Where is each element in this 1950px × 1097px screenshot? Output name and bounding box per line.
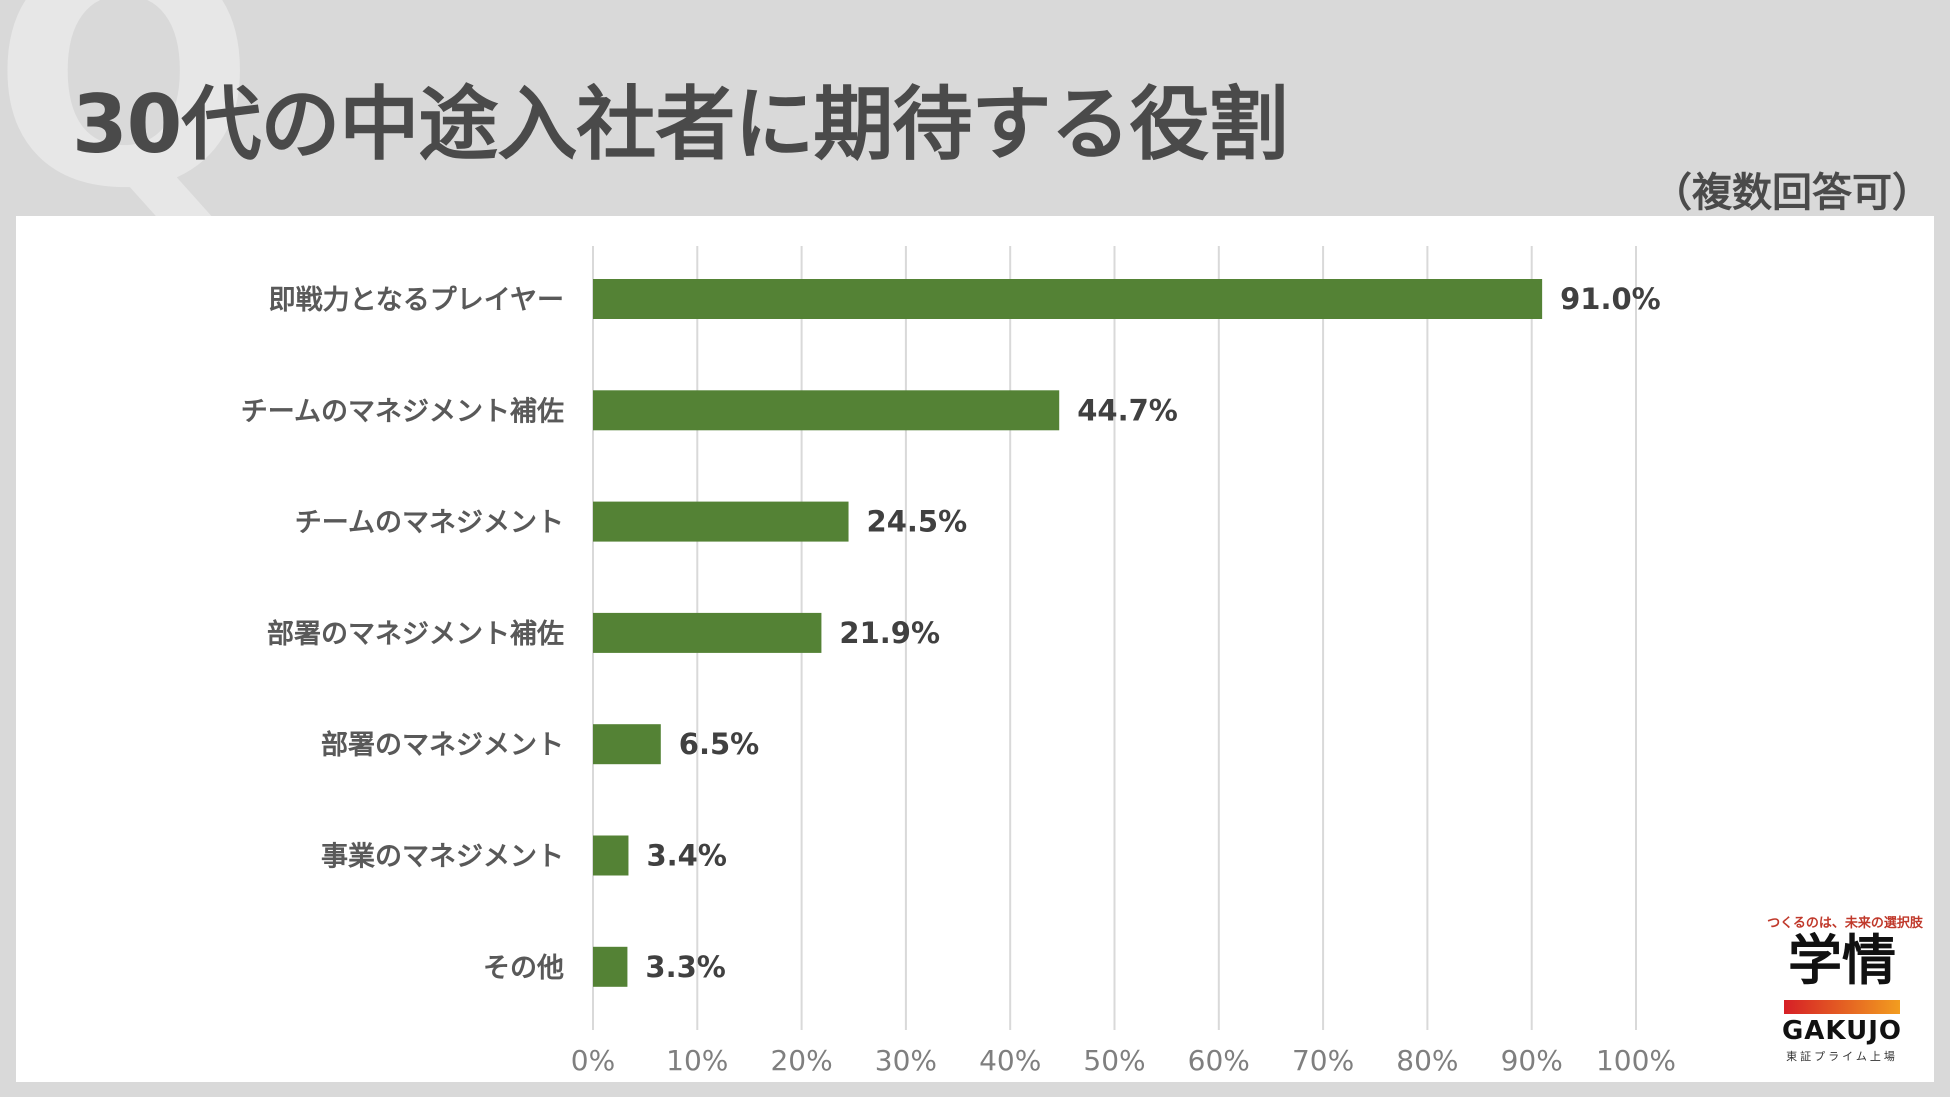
category-label: 事業のマネジメント — [321, 842, 564, 873]
data-label: 3.4% — [646, 839, 726, 873]
x-tick-label: 30% — [875, 1044, 937, 1077]
category-label: 即戦力となるプレイヤー — [269, 285, 564, 316]
gakujo-logo: つくるのは、未来の選択肢 学情 GAKUJO 東証プライム上場 — [1760, 912, 1930, 1063]
category-label: チームのマネジメント — [295, 508, 564, 539]
page-title: 30代の中途入社者に期待する役割 — [72, 78, 1288, 171]
x-tick-label: 100% — [1596, 1044, 1676, 1077]
data-label: 44.7% — [1077, 393, 1178, 427]
x-tick-label: 40% — [979, 1044, 1041, 1077]
logo-wordmark: GAKUJO — [1781, 1016, 1903, 1046]
x-tick-label: 50% — [1083, 1044, 1145, 1077]
logo-tagline: つくるのは、未来の選択肢 — [1767, 916, 1923, 931]
chart-panel: 即戦力となるプレイヤーチームのマネジメント補佐チームのマネジメント部署のマネジメ… — [16, 216, 1934, 1082]
category-label: 部署のマネジメント補佐 — [267, 618, 564, 650]
category-label: その他 — [483, 953, 564, 984]
data-label: 24.5% — [867, 505, 968, 539]
x-tick-label: 60% — [1188, 1044, 1250, 1077]
data-label: 91.0% — [1560, 282, 1661, 316]
category-label: チームのマネジメント補佐 — [241, 396, 564, 427]
data-label: 6.5% — [679, 727, 759, 761]
value-labels: 91.0% 44.7% 24.5% 21.9% 6.5% 3.4% 3.3% — [645, 282, 1660, 984]
x-axis-ticks: 0% 10% 20% 30% 40% 50% 60% 70% 80% 90% 100% — [571, 1044, 1676, 1077]
logo-listing: 東証プライム上場 — [1786, 1050, 1898, 1063]
page-subtitle: （複数回答可） — [1652, 170, 1932, 216]
data-label: 3.3% — [645, 950, 725, 984]
category-label: 部署のマネジメント — [321, 729, 564, 761]
bar-chart: 即戦力となるプレイヤーチームのマネジメント補佐チームのマネジメント部署のマネジメ… — [241, 246, 1676, 1077]
bar — [593, 279, 1543, 319]
bars — [593, 279, 1543, 987]
data-label: 21.9% — [839, 616, 940, 650]
bar — [593, 390, 1060, 431]
bar — [593, 946, 628, 987]
x-tick-label: 70% — [1292, 1044, 1354, 1077]
x-tick-label: 10% — [666, 1044, 728, 1077]
bar — [593, 724, 661, 765]
q-watermark: Q — [0, 0, 256, 257]
category-labels: 即戦力となるプレイヤーチームのマネジメント補佐チームのマネジメント部署のマネジメ… — [241, 285, 564, 984]
x-tick-label: 0% — [571, 1044, 615, 1077]
x-tick-label: 20% — [770, 1044, 832, 1077]
x-tick-label: 80% — [1396, 1044, 1458, 1077]
bar — [593, 501, 849, 542]
logo-mark: 学情 — [1788, 929, 1896, 992]
bar — [593, 835, 629, 876]
logo-color-bar — [1784, 1000, 1900, 1014]
bar — [593, 612, 822, 653]
x-tick-label: 90% — [1501, 1044, 1563, 1077]
